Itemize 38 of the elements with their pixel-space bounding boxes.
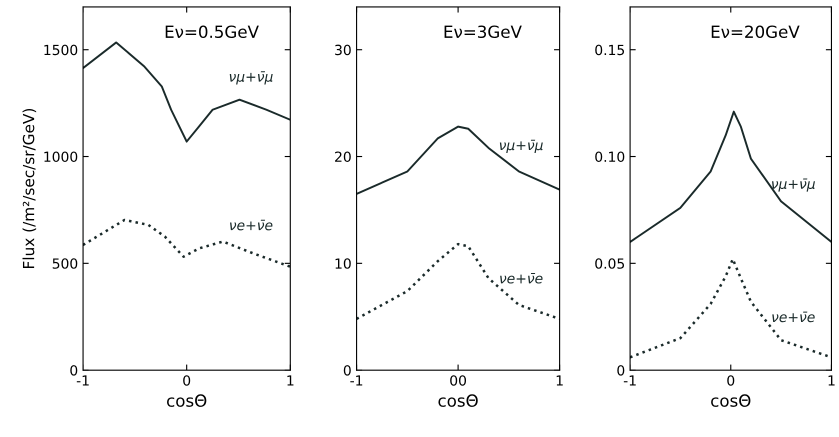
y-tick-label: 0 [70,365,78,376]
x-tick-label: 0 [727,375,734,386]
x-axis-title: cosΘ [438,394,478,407]
text: Eν=0.5GeV [166,25,259,38]
line-series [83,41,290,143]
x-tick-label: -1 [76,375,89,386]
y-tick-label: 1500 [44,44,78,56]
y-tick-label: 0 [617,365,624,376]
x-tick-label: 00 [450,375,466,386]
y-tick-label: 500 [52,258,78,269]
y-tick-label: 0 [344,365,351,376]
series-label: νμ+ν̄μ [772,178,815,192]
text: Eν=20GeV [712,25,800,38]
x-axis-title: cosΘ [167,394,206,407]
x-tick-label: -1 [624,375,636,386]
line-series [356,126,560,195]
series-label: νμ+ν̄μ [230,71,273,85]
series-label: νe+ν̄e [772,312,815,322]
series-label: νe+ν̄e [500,273,543,284]
x-tick-label: 0 [183,375,190,386]
y-tick-label: 0.10 [595,151,624,162]
text: Eν=3GeV [444,25,522,38]
y-axis-title: Flux (/m²/sec/sr/GeV) [22,108,36,268]
series-label: νμ+ν̄μ [500,140,543,153]
x-tick-label: 1 [287,375,294,386]
y-tick-label: 0.15 [595,44,624,56]
line-series [83,218,290,268]
y-tick-label: 0.05 [595,258,624,269]
y-tick-label: 20 [335,151,351,162]
x-axis-title: cosΘ [711,394,750,407]
x-tick-label: 1 [828,375,835,386]
x-tick-label: -1 [350,375,362,386]
x-tick-label: 1 [556,375,563,386]
y-tick-label: 1000 [44,151,78,162]
line-series [630,110,832,243]
series-label: νe+ν̄e [230,220,272,230]
y-tick-label: 10 [336,258,351,269]
y-tick-label: 30 [335,44,351,56]
